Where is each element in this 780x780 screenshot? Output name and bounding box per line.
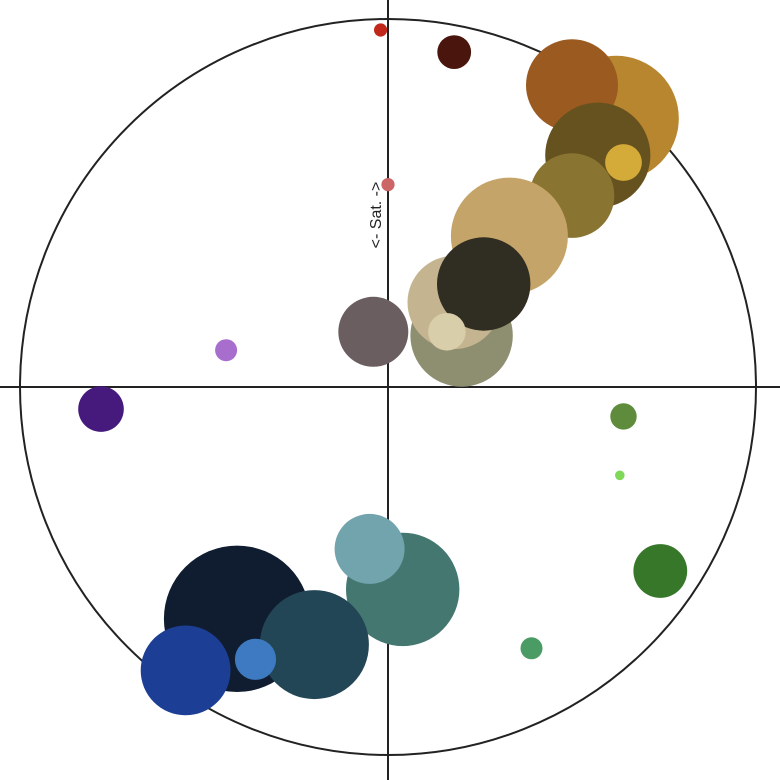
data-point-16 xyxy=(78,386,124,432)
data-point-20 xyxy=(520,637,543,660)
data-point-15 xyxy=(215,339,238,362)
data-point-19 xyxy=(633,544,688,598)
data-point-2 xyxy=(437,35,472,69)
data-point-13 xyxy=(338,296,409,367)
data-points xyxy=(78,23,688,716)
saturation-axis-label: <- Sat. -> xyxy=(368,182,385,249)
data-point-25 xyxy=(234,638,277,680)
data-point-14 xyxy=(381,178,395,192)
data-point-18 xyxy=(615,470,625,481)
data-point-22 xyxy=(334,513,405,584)
data-point-1 xyxy=(374,23,388,37)
data-point-6 xyxy=(605,144,642,181)
data-point-11 xyxy=(437,237,531,331)
data-point-17 xyxy=(610,403,637,430)
data-point-24 xyxy=(259,590,369,700)
data-point-12 xyxy=(428,313,466,351)
data-point-26 xyxy=(140,625,231,716)
